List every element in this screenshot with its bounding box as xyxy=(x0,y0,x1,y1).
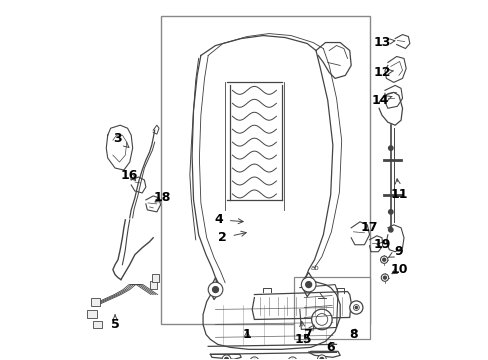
Text: 12: 12 xyxy=(372,66,393,79)
Text: 8: 8 xyxy=(348,328,357,341)
Bar xyxy=(160,15,369,324)
Bar xyxy=(149,280,157,289)
Text: 5: 5 xyxy=(110,315,119,331)
Text: 9: 9 xyxy=(387,245,403,258)
Text: 16: 16 xyxy=(121,168,138,181)
Text: 3: 3 xyxy=(113,132,129,148)
Text: 17: 17 xyxy=(360,221,378,234)
Circle shape xyxy=(212,287,218,293)
Circle shape xyxy=(315,314,327,325)
Circle shape xyxy=(353,305,359,310)
Text: 1: 1 xyxy=(242,328,251,341)
Bar xyxy=(293,276,369,339)
Text: 10: 10 xyxy=(389,263,407,276)
Circle shape xyxy=(301,277,315,292)
Bar xyxy=(93,321,102,328)
Text: 2: 2 xyxy=(218,231,246,244)
Bar xyxy=(87,310,97,319)
Circle shape xyxy=(208,282,223,297)
Bar xyxy=(91,298,100,306)
Circle shape xyxy=(311,309,331,330)
Circle shape xyxy=(224,357,228,360)
Text: 11: 11 xyxy=(389,179,407,202)
Text: 19: 19 xyxy=(372,238,390,251)
Circle shape xyxy=(382,258,385,261)
Text: 14: 14 xyxy=(371,94,391,107)
Text: 15: 15 xyxy=(294,321,312,346)
Circle shape xyxy=(287,357,296,360)
Circle shape xyxy=(349,301,362,314)
Circle shape xyxy=(222,355,230,360)
Text: ab: ab xyxy=(309,265,318,271)
Text: 18: 18 xyxy=(153,192,170,204)
Bar xyxy=(151,274,159,282)
Circle shape xyxy=(388,210,392,214)
Text: 13: 13 xyxy=(372,36,394,49)
Text: 4: 4 xyxy=(214,213,243,226)
Text: 6: 6 xyxy=(325,341,334,354)
Circle shape xyxy=(381,274,388,281)
Circle shape xyxy=(383,276,386,279)
Circle shape xyxy=(249,357,258,360)
Circle shape xyxy=(319,357,323,360)
Circle shape xyxy=(380,256,387,264)
Circle shape xyxy=(317,355,325,360)
Circle shape xyxy=(305,282,311,288)
Circle shape xyxy=(388,228,392,232)
Circle shape xyxy=(388,146,392,150)
Circle shape xyxy=(354,306,357,309)
Text: 7: 7 xyxy=(302,325,313,341)
